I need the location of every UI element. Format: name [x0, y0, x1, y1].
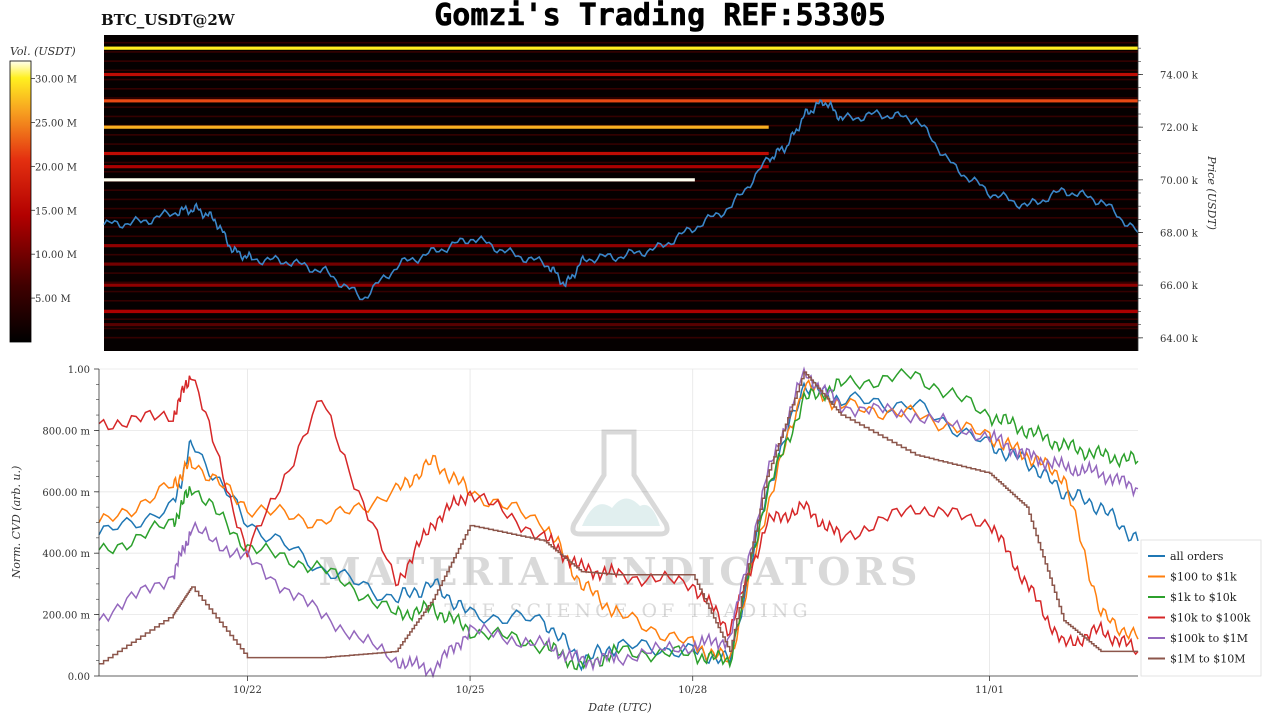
liquidity-level: [104, 72, 1138, 77]
heatmap-band: [104, 69, 1138, 72]
page-title: Gomzi's Trading REF:53305: [434, 0, 886, 33]
heatmap-band: [104, 207, 1138, 210]
price-tick-label: 64.00 k: [1160, 334, 1199, 345]
cvd-y-axis-label: Norm. CVD (arb. u.): [10, 466, 23, 580]
cvd-y-axis: 0.00 200.00 m 400.00 m 600.00 m 800.00 m 1.00: [42, 365, 99, 683]
cvd-y-tick-label: 800.00 m: [42, 426, 90, 437]
colorbar-gradient: [9, 60, 32, 343]
cvd-panel: MATERIAL INDICATORS THE SCIENCE OF TRADI…: [10, 365, 1262, 714]
heatmap-band: [104, 78, 1138, 81]
heatmap-band: [104, 327, 1138, 330]
cvd-x-axis-label: Date (UTC): [587, 701, 651, 714]
legend: all orders $100 to $1k $1k to $10k $10k to …: [1140, 539, 1262, 677]
heatmap-band: [104, 189, 1138, 191]
cvd-y-tick-label: 400.00 m: [42, 549, 90, 560]
heatmap-band: [104, 217, 1138, 219]
cvd-plot-area: [99, 369, 1138, 676]
legend-entry: $100k to $1M: [1170, 632, 1248, 645]
liquidity-level: [104, 244, 1138, 248]
cvd-x-tick-label: 10/25: [456, 685, 485, 696]
cvd-y-tick-label: 200.00 m: [42, 611, 90, 622]
heatmap-band: [104, 143, 1138, 145]
liquidity-level: [104, 283, 1138, 287]
legend-entry: $1M to $10M: [1170, 653, 1246, 666]
price-tick-label: 70.00 k: [1160, 176, 1199, 187]
cvd-y-tick-label: 0.00: [68, 672, 90, 683]
liquidity-level: [104, 99, 1138, 103]
price-axis-label: Price (USDT): [1205, 155, 1218, 230]
cvd-series-line: [98, 366, 1139, 679]
cvd-x-axis: 10/22 10/25 10/28 11/01: [233, 676, 1004, 696]
liquidity-level: [104, 125, 769, 129]
cvd-series-line: [98, 367, 1139, 671]
cvd-y-tick-label: 600.00 m: [42, 488, 90, 499]
price-tick-label: 74.00 k: [1160, 71, 1199, 82]
liquidity-level: [104, 262, 1138, 266]
heatmap-band: [104, 336, 1138, 339]
heatmap-band: [104, 170, 1138, 173]
flask-icon: [570, 429, 670, 537]
price-tick-label: 72.00 k: [1160, 123, 1199, 134]
heatmap-background: [104, 35, 1138, 351]
heatmap-band: [104, 115, 1138, 118]
colorbar-label: Vol. (USDT): [10, 45, 76, 58]
legend-entry: $10k to $100k: [1170, 612, 1251, 625]
legend-box: [1140, 539, 1262, 677]
colorbar-tick-label: 10.00 M: [35, 250, 77, 261]
colorbar-ticks: 5.00 M 10.00 M 15.00 M 20.00 M 25.00 M 30.00 …: [31, 75, 77, 305]
heatmap-levels: [104, 46, 1138, 327]
heatmap-band: [104, 51, 1138, 53]
heatmap-band: [104, 299, 1138, 302]
liquidity-level: [104, 46, 1138, 50]
colorbar: Vol. (USDT) 5.00 M 10.00 M 15.00 M 20.00 M 2…: [9, 45, 77, 343]
cvd-y-tick-label: 1.00: [68, 365, 90, 376]
heatmap-band: [104, 290, 1138, 293]
price-line: [103, 99, 1139, 301]
cvd-series-line: [99, 371, 1138, 665]
legend-entry: $1k to $10k: [1170, 591, 1237, 604]
heatmap-band: [104, 281, 1138, 284]
heatmap-panel: 64.00 k 66.00 k 68.00 k 70.00 k 72.00 k 74.00…: [103, 35, 1218, 351]
heatmap-band: [104, 106, 1138, 109]
liquidity-level: [104, 178, 695, 182]
heatmap-band: [104, 60, 1138, 62]
colorbar-tick-label: 20.00 M: [35, 162, 77, 173]
heatmap-band: [104, 318, 1138, 320]
heatmap-band: [104, 41, 1138, 44]
liquidity-level: [104, 165, 769, 169]
cvd-series-line: [98, 378, 1139, 663]
heatmap-band: [104, 272, 1138, 274]
colorbar-tick-label: 5.00 M: [35, 294, 71, 305]
cvd-x-tick-label: 10/28: [678, 685, 707, 696]
symbol-label: BTC_USDT@2W: [101, 11, 236, 29]
cvd-x-tick-label: 11/01: [975, 685, 1004, 696]
price-tick-label: 66.00 k: [1160, 281, 1199, 292]
heatmap-band: [104, 134, 1138, 136]
colorbar-tick-label: 15.00 M: [35, 206, 77, 217]
heatmap-band: [104, 198, 1138, 201]
cvd-series: [98, 366, 1139, 679]
heatmap-band: [104, 253, 1138, 256]
liquidity-level: [104, 151, 769, 156]
legend-items: all orders $100 to $1k $1k to $10k $10k to …: [1148, 550, 1251, 666]
heatmap-band: [104, 97, 1138, 99]
liquidity-level: [104, 323, 1138, 327]
price-axis: 64.00 k 66.00 k 68.00 k 70.00 k 72.00 k 74.00…: [1138, 47, 1199, 345]
heatmap-band: [104, 235, 1138, 238]
cvd-series-line: [98, 375, 1139, 656]
price-tick-label: 68.00 k: [1160, 229, 1199, 240]
colorbar-tick-label: 25.00 M: [35, 118, 77, 129]
cvd-x-tick-label: 10/22: [233, 685, 262, 696]
legend-entry: $100 to $1k: [1170, 571, 1237, 584]
heatmap-band: [104, 226, 1138, 228]
liquidity-level: [104, 309, 1138, 314]
heatmap-band: [104, 87, 1138, 90]
heatmap-band: [104, 161, 1138, 164]
colorbar-tick-label: 30.00 M: [35, 75, 77, 86]
legend-entry: all orders: [1170, 550, 1224, 563]
